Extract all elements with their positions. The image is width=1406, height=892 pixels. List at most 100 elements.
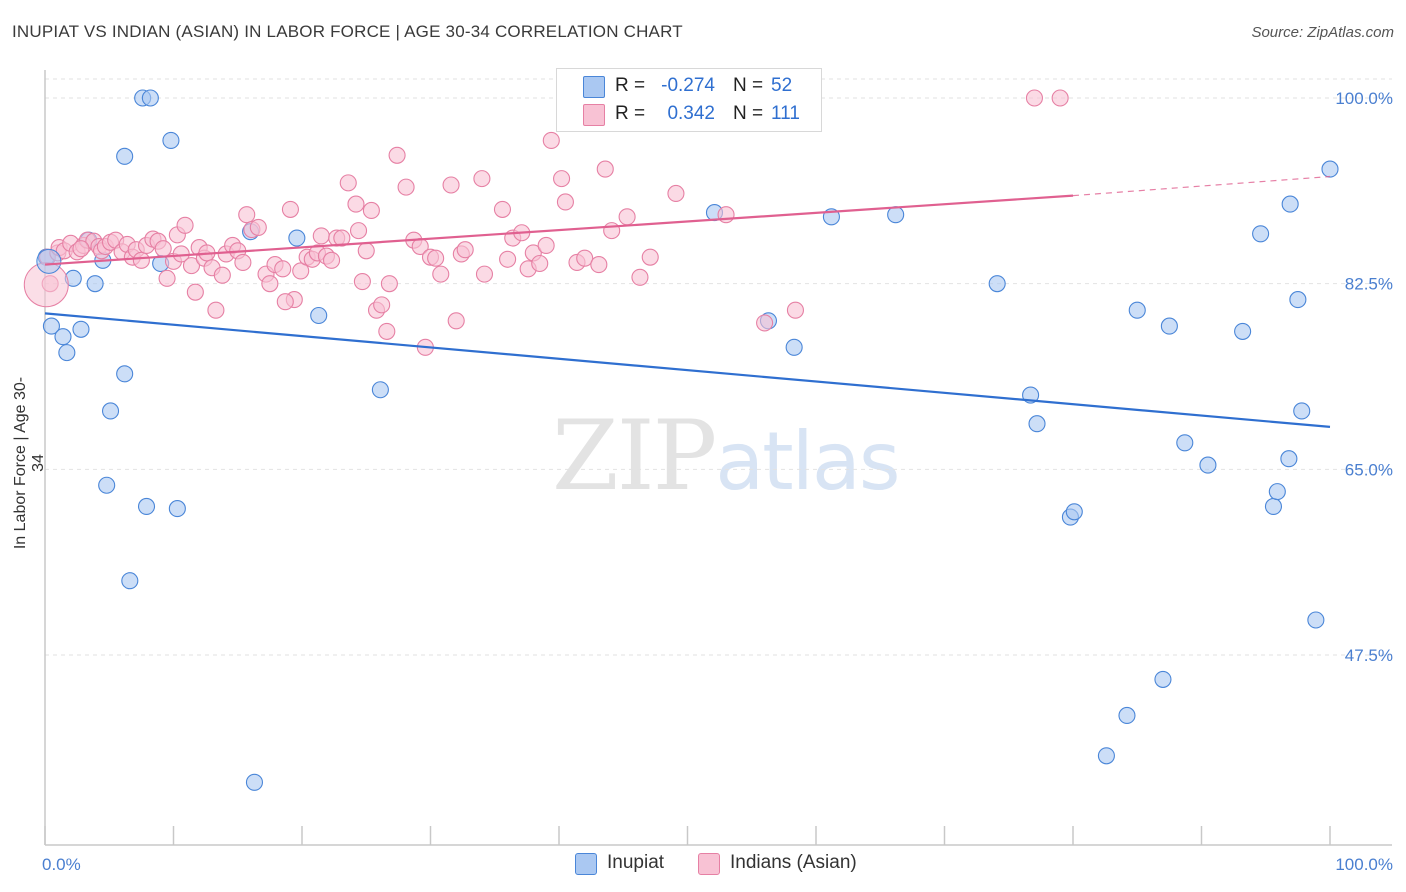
indian-point bbox=[553, 170, 571, 188]
y-axis-title: In Labor Force | Age 30-34 bbox=[12, 376, 47, 550]
inupiat-point bbox=[116, 147, 134, 165]
label-layer: 47.5% 65.0% 82.5% 100.0% 0.0% 100.0% bbox=[42, 89, 1393, 874]
indian-point bbox=[274, 260, 292, 278]
indian-point bbox=[531, 254, 549, 273]
indian-point bbox=[388, 146, 406, 164]
indian-point bbox=[432, 265, 450, 283]
indian-point bbox=[603, 222, 621, 240]
x-tick-label-min: 0.0% bbox=[42, 855, 81, 874]
inupiat-point bbox=[86, 275, 104, 293]
indian-point bbox=[456, 241, 474, 259]
inupiat-point bbox=[1289, 291, 1307, 309]
inupiat-point bbox=[121, 572, 139, 590]
indian-point bbox=[537, 236, 555, 255]
indian-point bbox=[590, 256, 608, 274]
indian-point bbox=[667, 184, 685, 203]
indian-point bbox=[786, 301, 804, 319]
indian-point bbox=[186, 283, 204, 301]
inupiat-point bbox=[98, 476, 116, 494]
inupiat-point bbox=[36, 248, 62, 274]
indian-point bbox=[378, 322, 396, 340]
indian-point bbox=[276, 293, 294, 311]
indian-point bbox=[347, 195, 365, 213]
indian-point bbox=[281, 200, 299, 218]
indian-point bbox=[213, 266, 231, 284]
inupiat-point bbox=[58, 344, 76, 362]
indian-point bbox=[631, 268, 649, 286]
inupiat-point bbox=[1264, 497, 1283, 516]
inupiat-point bbox=[1307, 611, 1325, 629]
inupiat-point bbox=[887, 206, 905, 224]
y-tick-label: 82.5% bbox=[1345, 275, 1393, 294]
indian-point bbox=[1025, 89, 1043, 107]
indian-trendline-extension bbox=[1072, 175, 1331, 197]
indian-point bbox=[339, 174, 357, 192]
inupiat-point bbox=[1097, 747, 1115, 765]
indian-point bbox=[397, 178, 415, 196]
legend-swatch-indian bbox=[698, 853, 720, 875]
inupiat-point bbox=[1176, 434, 1194, 452]
stats-row-indian: R = 0.342 N = 111 bbox=[557, 100, 821, 128]
indian-point bbox=[249, 218, 267, 236]
indian-point bbox=[499, 250, 517, 268]
inupiat-point bbox=[310, 306, 328, 325]
indian-point bbox=[556, 193, 574, 211]
y-tick-label: 47.5% bbox=[1345, 646, 1393, 665]
points-layer bbox=[23, 89, 1339, 791]
inupiat-point bbox=[1128, 301, 1146, 319]
indian-point bbox=[596, 160, 614, 178]
inupiat-point bbox=[288, 229, 306, 247]
indian-point bbox=[292, 262, 310, 280]
stats-r-label: R = bbox=[615, 75, 646, 96]
y-tick-label: 65.0% bbox=[1345, 460, 1393, 479]
indian-point bbox=[756, 314, 774, 332]
stats-r-value-indian: 0.342 bbox=[667, 103, 715, 124]
indian-point bbox=[641, 248, 659, 266]
indian-point bbox=[238, 206, 256, 224]
axis-layer bbox=[44, 70, 1392, 846]
stats-box: R = -0.274 N = 52 R = 0.342 N = 111 bbox=[556, 68, 822, 132]
inupiat-point bbox=[1160, 317, 1178, 335]
inupiat-point bbox=[137, 497, 156, 516]
indian-point bbox=[158, 269, 176, 287]
stats-n-value-inupiat: 52 bbox=[771, 75, 793, 96]
indian-point bbox=[618, 208, 636, 226]
inupiat-point bbox=[116, 365, 134, 383]
indian-point bbox=[234, 253, 252, 271]
legend-swatch-inupiat bbox=[575, 853, 597, 875]
inupiat-point bbox=[54, 328, 72, 346]
indian-point bbox=[333, 229, 351, 247]
watermark-atlas: atlas bbox=[715, 415, 900, 508]
stats-row-inupiat: R = -0.274 N = 52 bbox=[557, 72, 821, 100]
inupiat-point bbox=[1252, 225, 1270, 243]
stats-n-value-indian: 111 bbox=[771, 103, 800, 124]
inupiat-point bbox=[101, 402, 120, 420]
indian-trendline bbox=[44, 194, 1074, 266]
stats-swatch-inupiat bbox=[583, 76, 605, 98]
watermark: ZIPatlas bbox=[552, 400, 901, 512]
stats-n-label: N = bbox=[733, 103, 764, 124]
indian-point bbox=[176, 216, 194, 234]
legend-label-inupiat: Inupiat bbox=[607, 852, 665, 873]
indian-point bbox=[373, 296, 391, 314]
inupiat-point bbox=[141, 89, 159, 107]
stats-n-label: N = bbox=[733, 75, 764, 96]
x-tick-label-max: 100.0% bbox=[1335, 855, 1393, 874]
indian-point bbox=[576, 249, 594, 267]
indian-point bbox=[380, 275, 398, 293]
indian-point bbox=[312, 227, 330, 245]
indian-point bbox=[475, 265, 494, 283]
indian-point bbox=[473, 170, 491, 188]
indian-point bbox=[323, 251, 341, 269]
inupiat-point bbox=[162, 131, 180, 149]
y-tick-label: 100.0% bbox=[1335, 89, 1393, 108]
inupiat-point bbox=[245, 773, 264, 791]
inupiat-point bbox=[1293, 402, 1311, 420]
inupiat-point bbox=[1199, 456, 1217, 474]
stats-swatch-indian bbox=[583, 104, 605, 126]
chart-source: Source: ZipAtlas.com bbox=[1251, 24, 1394, 41]
inupiat-point bbox=[1280, 450, 1298, 468]
indian-point bbox=[427, 249, 445, 267]
chart-title: INUPIAT VS INDIAN (ASIAN) IN LABOR FORCE… bbox=[12, 22, 683, 41]
